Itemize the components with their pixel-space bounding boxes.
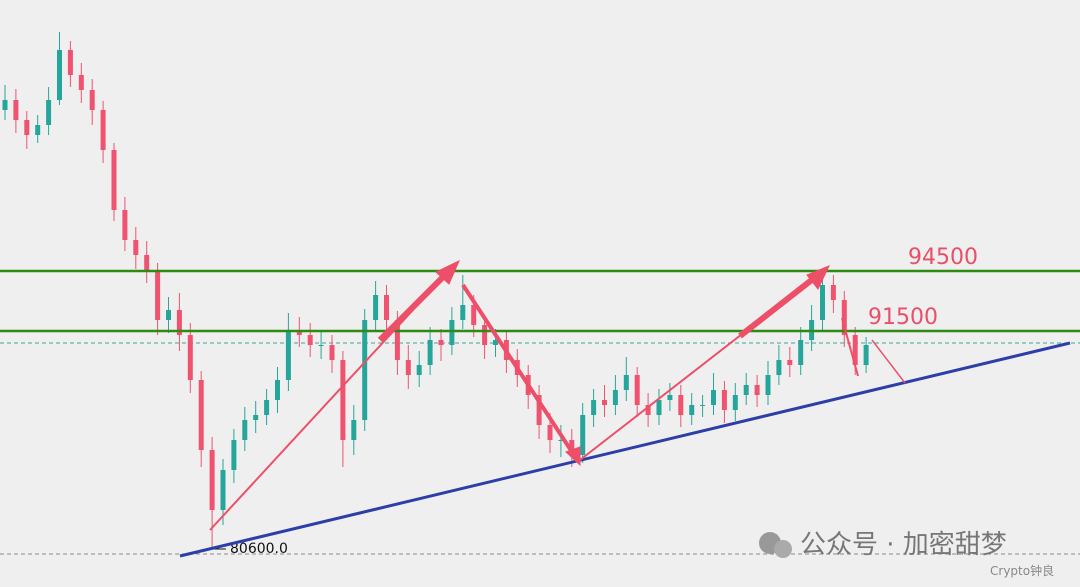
candle-body [155,270,161,320]
candle-body [558,440,564,441]
candle-body [46,100,52,125]
candle-body [57,50,62,100]
candle-body [721,390,727,410]
candle-body [711,390,716,405]
candle-body [67,50,73,75]
candle-body [656,400,662,415]
candle-body [318,345,324,346]
arrow [377,269,451,343]
candle-body [340,360,346,440]
candle-body [830,285,836,300]
candle-body [460,305,466,320]
arrow [871,339,906,384]
candle-body [634,375,640,405]
candle-body [689,405,695,415]
arrow [841,317,859,377]
candle-body [645,405,651,415]
candle-body [187,335,193,380]
arrow-head [806,265,831,290]
candle-body [678,395,684,415]
candle-body [362,320,368,420]
candle-body [2,100,8,110]
candle-body [384,295,389,320]
candle-body [111,150,117,210]
candle-body [220,470,226,510]
candle-body [449,320,455,345]
candle-body [536,395,542,425]
candle-body [24,120,30,135]
candle-body [743,385,749,395]
candle-body [264,400,270,415]
candle-body [253,415,259,420]
level-label: 94500 [908,245,978,270]
candle-body [580,415,586,455]
candle-body [427,340,433,365]
candle-body [416,365,422,375]
candle-body [351,420,357,440]
candle-body [307,335,313,345]
candle-body [35,125,41,135]
candle-body [122,210,128,240]
trend-line [179,341,1071,558]
candle-body [863,345,869,365]
candle-body [623,375,629,390]
candle-body [144,255,150,270]
arrow-head [565,446,581,467]
candle-body [776,360,782,375]
watermark-title: 公众号 · 加密甜梦 [800,530,1007,560]
candle-body [732,395,738,410]
candle-body [667,395,673,400]
candle-body [754,385,760,395]
candle-body [547,425,553,440]
arrow [738,272,820,339]
candle-body [493,340,498,345]
candle-body [405,360,411,375]
candle-body [591,400,597,415]
candle-body [89,90,95,110]
low-label: 80600.0 [230,541,288,557]
candle-body [373,295,379,320]
candle-body [569,440,575,455]
candle-body [820,285,825,320]
candle-body [602,400,607,405]
candle-body [242,420,248,440]
candle-body [166,310,171,320]
level-label: 91500 [868,305,938,330]
annotations [209,259,906,531]
candle-body [612,390,618,405]
candle-body [471,305,477,325]
arrow-head [435,259,460,285]
candle-body [296,330,302,335]
plot: 94500 91500 80600.0 [0,32,1080,557]
candle-body [700,405,706,406]
candle-body [100,110,106,150]
candle-body [13,100,19,120]
candle-body [209,450,215,510]
watermark-author: Crypto钟良 [990,563,1054,578]
candle-body [852,335,858,365]
candle-body [841,300,847,335]
wechat-icon [774,540,792,558]
candle-body [798,340,804,365]
candle-body [176,310,182,335]
candle-body [78,75,84,90]
watermark: 公众号 · 加密甜梦 Crypto钟良 [759,530,1054,578]
candle-body [198,380,204,450]
candle-body [482,325,488,345]
candle-body [285,330,291,380]
candle-body [133,240,139,255]
candle-body [275,380,280,400]
candle-body [787,360,793,365]
candle-body [231,440,237,470]
candle-body [765,375,771,395]
candle-body [329,345,335,360]
candle-body [438,340,444,345]
candle-body [394,320,400,360]
arrow [461,283,576,457]
